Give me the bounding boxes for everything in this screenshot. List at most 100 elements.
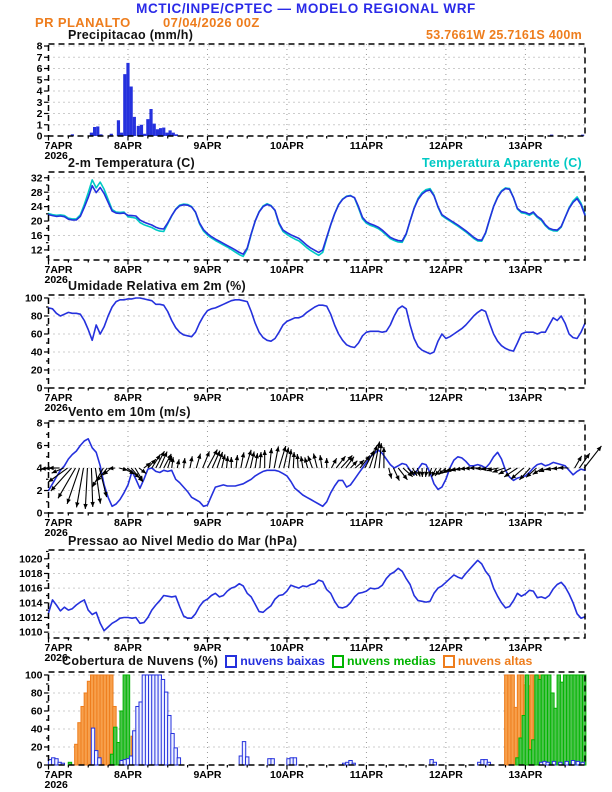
wind-vector-head	[140, 468, 147, 474]
precip-bar	[89, 132, 94, 136]
chart-pressure: 1010 1012 1014 1016 1018 1020 7APR 8APR 9APR 10AP…	[19, 549, 586, 664]
cloud-bar-blue	[432, 761, 437, 766]
precip-bar	[165, 132, 169, 136]
wind-vector-head	[428, 471, 433, 477]
cloud-bar-green	[125, 674, 131, 766]
y-tick-label: 1016	[19, 583, 43, 595]
precip-bar	[116, 120, 121, 136]
wind-vector-head	[318, 455, 323, 461]
station-name: PR PLANALTO	[35, 15, 131, 30]
wind-vector-head	[376, 441, 381, 447]
wind-vector-head	[545, 466, 552, 472]
wind-vector-head	[205, 451, 210, 457]
wind-vector-head	[332, 458, 337, 464]
plot-frame	[47, 294, 586, 389]
y-tick-label: 1014	[19, 597, 43, 609]
wind-vector-head	[420, 471, 425, 478]
wind-vector-head	[213, 449, 218, 455]
x-tick-label: 12APR	[429, 517, 463, 529]
x-tick-label: 12APR	[429, 140, 463, 152]
wind-vector	[66, 467, 81, 505]
x-tick-label: 9APR	[193, 642, 221, 654]
x-tick-label: 9APR	[193, 517, 221, 529]
x-tick-label: 10APR	[270, 140, 304, 152]
plot-frame	[47, 420, 586, 514]
y-tick-label: 20	[31, 365, 43, 377]
x-axis-year-label: 2026	[45, 652, 69, 664]
wind-vector	[84, 467, 88, 509]
precip-bar	[96, 126, 100, 136]
precip-bar	[92, 127, 97, 136]
legend-item-low-clouds: nuvens baixas	[225, 654, 325, 668]
legend-high-label: nuvens altas	[457, 654, 533, 668]
x-axis-year-label: 2026	[45, 150, 69, 162]
y-tick-label: 6	[37, 63, 43, 75]
wind-vector-head	[215, 450, 220, 457]
wind-vector-head	[50, 485, 56, 492]
y-tick-label: 4	[37, 86, 43, 98]
wind-vector-head	[303, 457, 309, 463]
y-tick-label: 100	[25, 293, 43, 305]
x-tick-label: 11APR	[350, 392, 384, 404]
cloud-bar-green	[524, 674, 530, 766]
x-tick-label: 13APR	[508, 642, 542, 654]
wind-vector-head	[75, 502, 80, 508]
x-tick-label: 12APR	[429, 392, 463, 404]
x-tick-label: 11APR	[350, 517, 384, 529]
precip-bar	[139, 124, 144, 136]
x-tick-label: 10APR	[270, 392, 304, 404]
wind-vector-head	[395, 475, 400, 481]
wind-vector-head	[424, 471, 429, 477]
wind-vector-head	[196, 453, 202, 460]
series-line-temp	[47, 179, 586, 258]
wind-vector-head	[299, 456, 304, 462]
wind-vector-head	[469, 465, 475, 471]
chart-title-humidity: Umidade Relativa em 2m (%)	[68, 279, 246, 293]
x-tick-label: 8APR	[114, 392, 142, 404]
wind-vector-head	[596, 445, 602, 452]
precip-bar	[126, 62, 130, 136]
x-tick-label: 11APR	[350, 642, 384, 654]
wind-vector-head	[538, 467, 545, 473]
series-line-temp	[47, 184, 586, 255]
y-tick-label: 6	[37, 440, 43, 452]
wind-vector-head	[240, 452, 246, 458]
wind-vector-head	[83, 503, 88, 509]
x-tick-label: 11APR	[350, 140, 384, 152]
wind-vector-head	[438, 469, 444, 475]
legend-item-high-clouds: nuvens altas	[442, 654, 533, 668]
wind-vector-head	[381, 447, 387, 453]
x-tick-label: 13APR	[508, 140, 542, 152]
precip-bar	[174, 134, 179, 136]
wind-vector-head	[407, 471, 413, 477]
cloud-bar-blue	[545, 761, 550, 766]
precip-bar	[99, 134, 103, 136]
cloud-bar-blue	[173, 747, 178, 766]
y-tick-label: 0	[37, 131, 43, 143]
y-tick-label: 40	[31, 724, 43, 736]
wind-vector-head	[577, 455, 582, 462]
y-tick-label: 24	[31, 201, 43, 213]
x-tick-label: 9APR	[193, 264, 221, 276]
cloud-bar-blue	[575, 760, 581, 766]
report-title: MCTIC/INPE/CPTEC — MODELO REGIONAL WRF	[136, 1, 476, 16]
wind-vector-head	[526, 472, 532, 478]
precip-bar	[149, 109, 153, 136]
wind-vector-head	[498, 469, 504, 475]
chart-title-clouds: Cobertura de Nuvens (%)	[62, 654, 219, 668]
run-datetime: 07/04/2026 00Z	[163, 15, 260, 30]
plot-frame	[47, 43, 586, 137]
wind-vector-head	[285, 447, 290, 453]
wind-vector-head	[250, 451, 256, 457]
wind-vector-head	[103, 491, 108, 498]
y-tick-label: 8	[37, 418, 43, 430]
wind-vector-head	[464, 466, 470, 471]
y-tick-label: 5	[37, 74, 43, 86]
x-tick-label: 13APR	[508, 769, 542, 781]
y-tick-label: 3	[37, 97, 43, 109]
y-tick-label: 80	[31, 311, 43, 323]
wind-vector-head	[234, 455, 240, 461]
x-tick-label: 9APR	[193, 392, 221, 404]
